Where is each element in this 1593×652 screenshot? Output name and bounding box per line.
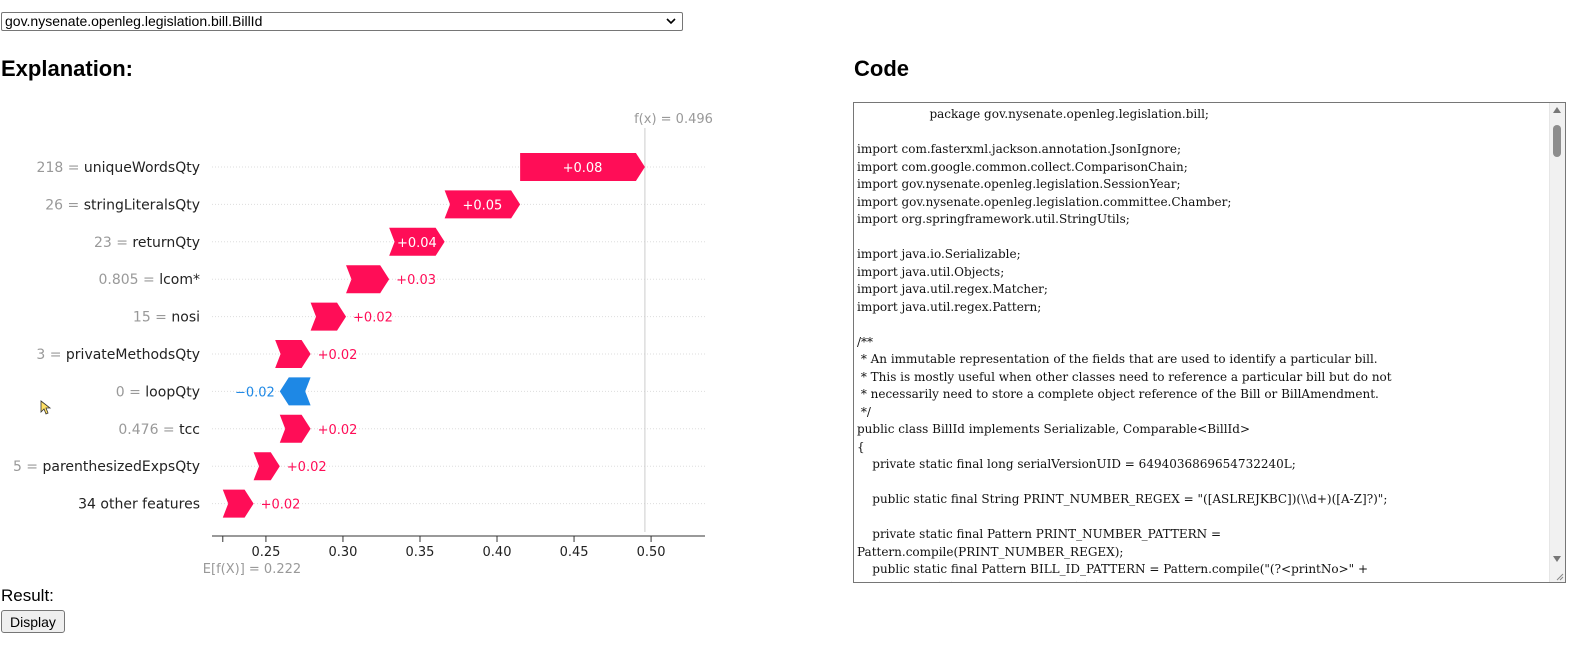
code-content: package gov.nysenate.openleg.legislation…	[857, 107, 1392, 582]
feature-label: 0 = loopQty	[116, 384, 200, 400]
bar-value-label: +0.04	[397, 236, 437, 251]
scroll-thumb[interactable]	[1553, 125, 1561, 157]
result-label: Result:	[1, 586, 54, 605]
bar-34-other-features	[222, 489, 254, 518]
waterfall-chart: f(x) = 0.496 +0.08 218 = uniqueWordsQty +0.…	[13, 112, 713, 577]
x-tick-label: 0.30	[328, 545, 357, 560]
base-value-label: E[f(X)] = 0.222	[203, 562, 301, 577]
bar-value-label: −0.02	[235, 385, 275, 400]
bar-loopqty	[279, 377, 311, 406]
bar-returnqty	[389, 227, 445, 256]
code-textarea[interactable]: package gov.nysenate.openleg.legislation…	[853, 102, 1566, 583]
bar-privatemethodsqty	[275, 340, 311, 368]
code-heading: Code	[854, 56, 909, 81]
feature-label: 15 = nosi	[133, 310, 200, 326]
bar-tcc	[279, 414, 311, 443]
x-tick-label: 0.25	[251, 545, 280, 560]
bar-value-label: +0.08	[563, 161, 603, 176]
bar-lcom-	[346, 265, 390, 294]
bar-parenthesizedexpsqty	[253, 452, 280, 481]
feature-label: 34 other features	[78, 497, 200, 513]
feature-label: 3 = privateMethodsQty	[36, 347, 200, 363]
scroll-up-icon[interactable]	[1553, 107, 1561, 113]
bar-value-label: +0.02	[318, 348, 358, 363]
explanation-heading: Explanation:	[1, 56, 134, 81]
feature-label: 5 = parenthesizedExpsQty	[13, 459, 200, 475]
bar-stringliteralsqty	[444, 190, 521, 219]
bar-value-label: +0.02	[353, 311, 393, 326]
bar-value-label: +0.05	[462, 198, 502, 213]
feature-label: 23 = returnQty	[94, 235, 200, 251]
bar-value-label: +0.03	[396, 273, 436, 288]
bar-value-label: +0.02	[318, 423, 358, 438]
scroll-down-icon[interactable]	[1553, 556, 1561, 562]
bar-value-label: +0.02	[261, 498, 301, 513]
bar-value-label: +0.02	[287, 460, 327, 475]
mouse-cursor-icon	[40, 400, 52, 415]
feature-label: 26 = stringLiteralsQty	[45, 197, 200, 213]
resize-handle-icon[interactable]	[1554, 571, 1564, 581]
feature-label: 0.805 = lcom*	[98, 272, 200, 288]
class-select-value: gov.nysenate.openleg.legislation.bill.Bi…	[5, 13, 263, 29]
x-tick-label: 0.35	[406, 545, 435, 560]
feature-label: 0.476 = tcc	[118, 422, 200, 438]
x-tick-label: 0.45	[560, 545, 589, 560]
x-tick-label: 0.50	[637, 545, 666, 560]
display-button[interactable]: Display	[1, 610, 65, 633]
bar-nosi	[310, 302, 347, 331]
bar-uniquewordsqty	[520, 153, 645, 181]
class-select[interactable]: gov.nysenate.openleg.legislation.bill.Bi…	[1, 12, 683, 31]
fx-label: f(x) = 0.496	[634, 112, 713, 127]
x-tick-label: 0.40	[483, 545, 512, 560]
code-scrollbar[interactable]	[1549, 103, 1565, 582]
feature-label: 218 = uniqueWordsQty	[37, 160, 200, 176]
chevron-down-icon	[666, 18, 676, 25]
